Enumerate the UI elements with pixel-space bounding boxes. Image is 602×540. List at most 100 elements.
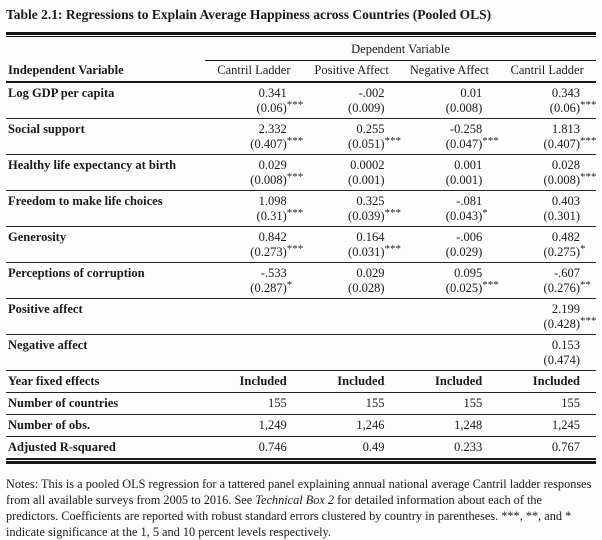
- standard-error: (0.039) ***: [348, 207, 401, 223]
- row-label: Social support: [8, 122, 85, 136]
- significance-stars: ***: [286, 171, 304, 183]
- summary-value: Included: [435, 374, 483, 388]
- significance-stars: ***: [286, 207, 304, 219]
- bottom-double-rule: [6, 459, 596, 464]
- summary-value: 1,249: [258, 418, 287, 432]
- column-header-row: Independent Variable Cantril Ladder Posi…: [6, 61, 596, 83]
- significance-stars: ***: [482, 279, 499, 291]
- coef-cell: 0.01 (0.008): [401, 86, 499, 115]
- coef-cell: [205, 302, 303, 331]
- standard-error: (0.31) ***: [256, 207, 304, 223]
- coefficient: 0.028: [551, 158, 580, 172]
- coefficient: -0.258: [449, 122, 483, 136]
- row-label: Number of obs.: [8, 418, 91, 432]
- summary-value: 0.767: [551, 440, 580, 454]
- significance-stars: ***: [580, 315, 597, 327]
- row-label: Generosity: [8, 230, 67, 244]
- coefficient: 0.255: [356, 122, 385, 136]
- coef-cell: [401, 302, 499, 331]
- coefficient: 0.095: [454, 266, 483, 280]
- coefficient: 1.813: [551, 122, 580, 136]
- standard-error: (0.008) ***: [543, 171, 597, 187]
- table-row: Adjusted R-squared 0.746 0.49 0.233 0.76…: [6, 437, 596, 459]
- coef-cell: [303, 338, 401, 367]
- coefficient: 0.029: [258, 158, 287, 172]
- row-label: Positive affect: [8, 302, 83, 316]
- coef-cell: -.002 (0.009): [303, 86, 401, 115]
- coef-cell: [205, 338, 303, 367]
- coef-cell: 0.255 (0.051) ***: [303, 122, 401, 151]
- coef-cell: 0.343 (0.06) ***: [498, 86, 597, 115]
- standard-error: (0.06) ***: [256, 99, 304, 115]
- table-row: Perceptions of corruption -.533 (0.287) *…: [6, 263, 596, 299]
- coef-cell: 1.813 (0.407) ***: [498, 122, 597, 151]
- row-label: Healthy life expectancy at birth: [8, 158, 177, 172]
- coefficient: -.533: [260, 266, 287, 280]
- summary-value: 0.49: [362, 440, 385, 454]
- significance-stars: ***: [384, 207, 402, 219]
- coef-cell: 0.029 (0.008) ***: [205, 158, 303, 187]
- summary-value: 155: [365, 396, 385, 410]
- significance-stars: ***: [286, 135, 304, 147]
- standard-error: (0.273) ***: [250, 243, 304, 259]
- coefficient: 2.199: [551, 302, 580, 316]
- coef-cell: 2.199 (0.428) ***: [498, 302, 597, 331]
- coefficient: 0.403: [551, 194, 580, 208]
- regression-table: Dependent Variable Independent Variable …: [6, 32, 597, 464]
- standard-error: (0.029): [445, 244, 483, 259]
- coefficient: 2.332: [258, 122, 287, 136]
- column-header: Negative Affect: [409, 63, 489, 77]
- table-row: Freedom to make life choices 1.098 (0.31…: [6, 191, 596, 227]
- coefficient: 0.482: [551, 230, 580, 244]
- standard-error: (0.428) ***: [543, 315, 597, 331]
- coef-cell: 0.403 (0.301): [498, 194, 596, 223]
- coefficient: -.006: [456, 230, 483, 244]
- summary-value: Included: [337, 374, 385, 388]
- standard-error: (0.008) ***: [250, 171, 304, 187]
- notes-italic-reference: Technical Box 2: [255, 493, 335, 507]
- coef-cell: -.081 (0.043) *: [401, 194, 499, 223]
- summary-value: 155: [561, 396, 580, 410]
- row-label: Adjusted R-squared: [8, 440, 116, 454]
- coefficient: 0.01: [460, 86, 483, 100]
- row-label: Freedom to make life choices: [8, 194, 163, 208]
- significance-stars: ***: [580, 171, 597, 183]
- standard-error: (0.009): [348, 100, 385, 115]
- significance-stars: ***: [482, 135, 499, 147]
- significance-stars: **: [580, 279, 591, 291]
- coef-cell: -.533 (0.287) *: [205, 266, 303, 295]
- table-row: Negative affect 0.153 (0.474): [6, 335, 596, 371]
- coefficient: 0.325: [356, 194, 385, 208]
- coef-cell: [401, 338, 499, 367]
- table-row: Year fixed effects Included Included Inc…: [6, 371, 596, 393]
- coefficient: -.607: [553, 266, 580, 280]
- summary-value: 1,245: [551, 418, 580, 432]
- summary-value: 155: [463, 396, 483, 410]
- standard-error: (0.051) ***: [348, 135, 401, 151]
- coefficient: 0.029: [356, 266, 385, 280]
- standard-error: (0.047) ***: [445, 135, 499, 151]
- coef-cell: 0.001 (0.001): [401, 158, 499, 187]
- significance-stars: ***: [286, 99, 304, 111]
- coef-cell: 0.0002 (0.001): [303, 158, 401, 187]
- significance-stars: ***: [384, 135, 402, 147]
- coef-cell: 0.095 (0.025) ***: [401, 266, 499, 295]
- row-label: Number of countries: [8, 396, 119, 410]
- coefficient: 0.343: [551, 86, 580, 100]
- significance-stars: ***: [286, 243, 304, 255]
- significance-stars: ***: [580, 99, 597, 111]
- table-row: Positive affect 2.199 (0.428) ***: [6, 299, 597, 335]
- standard-error: (0.028): [348, 280, 385, 295]
- coef-cell: 2.332 (0.407) ***: [205, 122, 303, 151]
- standard-error: (0.043) *: [445, 207, 488, 223]
- standard-error: (0.287) *: [250, 279, 293, 295]
- row-label: Year fixed effects: [8, 374, 100, 388]
- coef-cell: 0.842 (0.273) ***: [205, 230, 303, 259]
- coefficient: 0.341: [258, 86, 287, 100]
- summary-value: 1,246: [356, 418, 385, 432]
- standard-error: (0.031) ***: [348, 243, 401, 259]
- table-row: Log GDP per capita 0.341 (0.06) *** -.002…: [6, 83, 597, 119]
- summary-value: 155: [268, 396, 287, 410]
- table-row: Number of obs. 1,249 1,246 1,248 1,245: [6, 415, 596, 437]
